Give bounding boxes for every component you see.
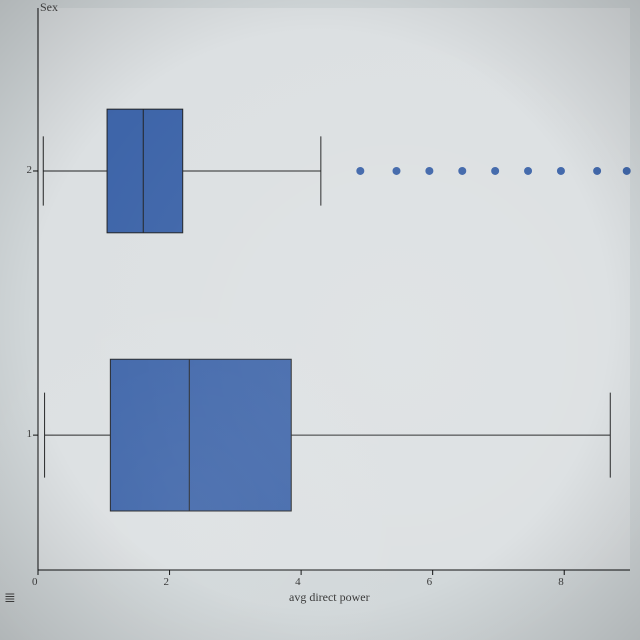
x-tick-label: 6 xyxy=(427,576,433,588)
x-tick-label: 8 xyxy=(558,576,564,588)
x-tick-label: 0 xyxy=(32,576,38,588)
y-tick-label: 1 xyxy=(27,428,33,440)
chart-svg xyxy=(0,0,640,640)
boxplot-chart: Sex avg direct power ≣ 0 2 4 6 8 1 2 xyxy=(0,0,640,640)
menu-icon: ≣ xyxy=(4,590,14,607)
y-axis-title: Sex xyxy=(40,0,58,15)
x-axis-title: avg direct power xyxy=(289,590,370,605)
x-tick-label: 4 xyxy=(295,576,301,588)
x-tick-label: 2 xyxy=(164,576,170,588)
y-tick-label: 2 xyxy=(27,164,33,176)
